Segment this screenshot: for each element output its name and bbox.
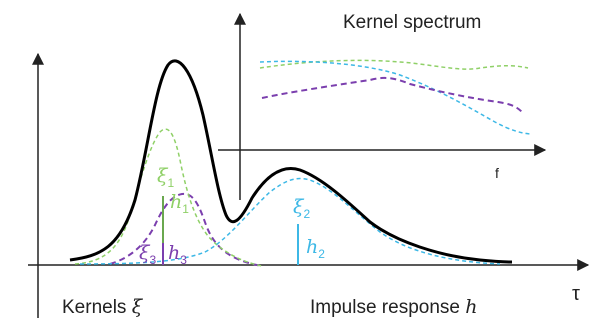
spectrum-curve-cyan: [259, 60, 531, 135]
xi-1-label: ξ1: [157, 165, 174, 190]
xi-3-label: ξ3: [139, 242, 156, 267]
spectrum-curve-green: [259, 59, 529, 70]
spectrum-curve-purple: [261, 76, 523, 113]
h-3-label: h3: [168, 242, 187, 267]
kernel-3-curve: [109, 192, 263, 267]
h-1-label: h1: [170, 191, 189, 216]
tau-axis-label: τ: [572, 283, 580, 305]
kernels-caption: Kernels ξ: [62, 296, 144, 318]
h-2-label: h2: [306, 236, 325, 261]
impulse-response-curve: [69, 59, 513, 264]
kernel-1-curve: [74, 128, 263, 267]
kernel-2-curve: [79, 177, 501, 265]
xi-2-label: ξ2: [293, 196, 310, 221]
kernel-spectrum-label: Kernel spectrum: [343, 12, 481, 33]
f-axis-label: f: [495, 165, 499, 181]
impulse-response-caption: Impulse response h: [310, 296, 478, 318]
